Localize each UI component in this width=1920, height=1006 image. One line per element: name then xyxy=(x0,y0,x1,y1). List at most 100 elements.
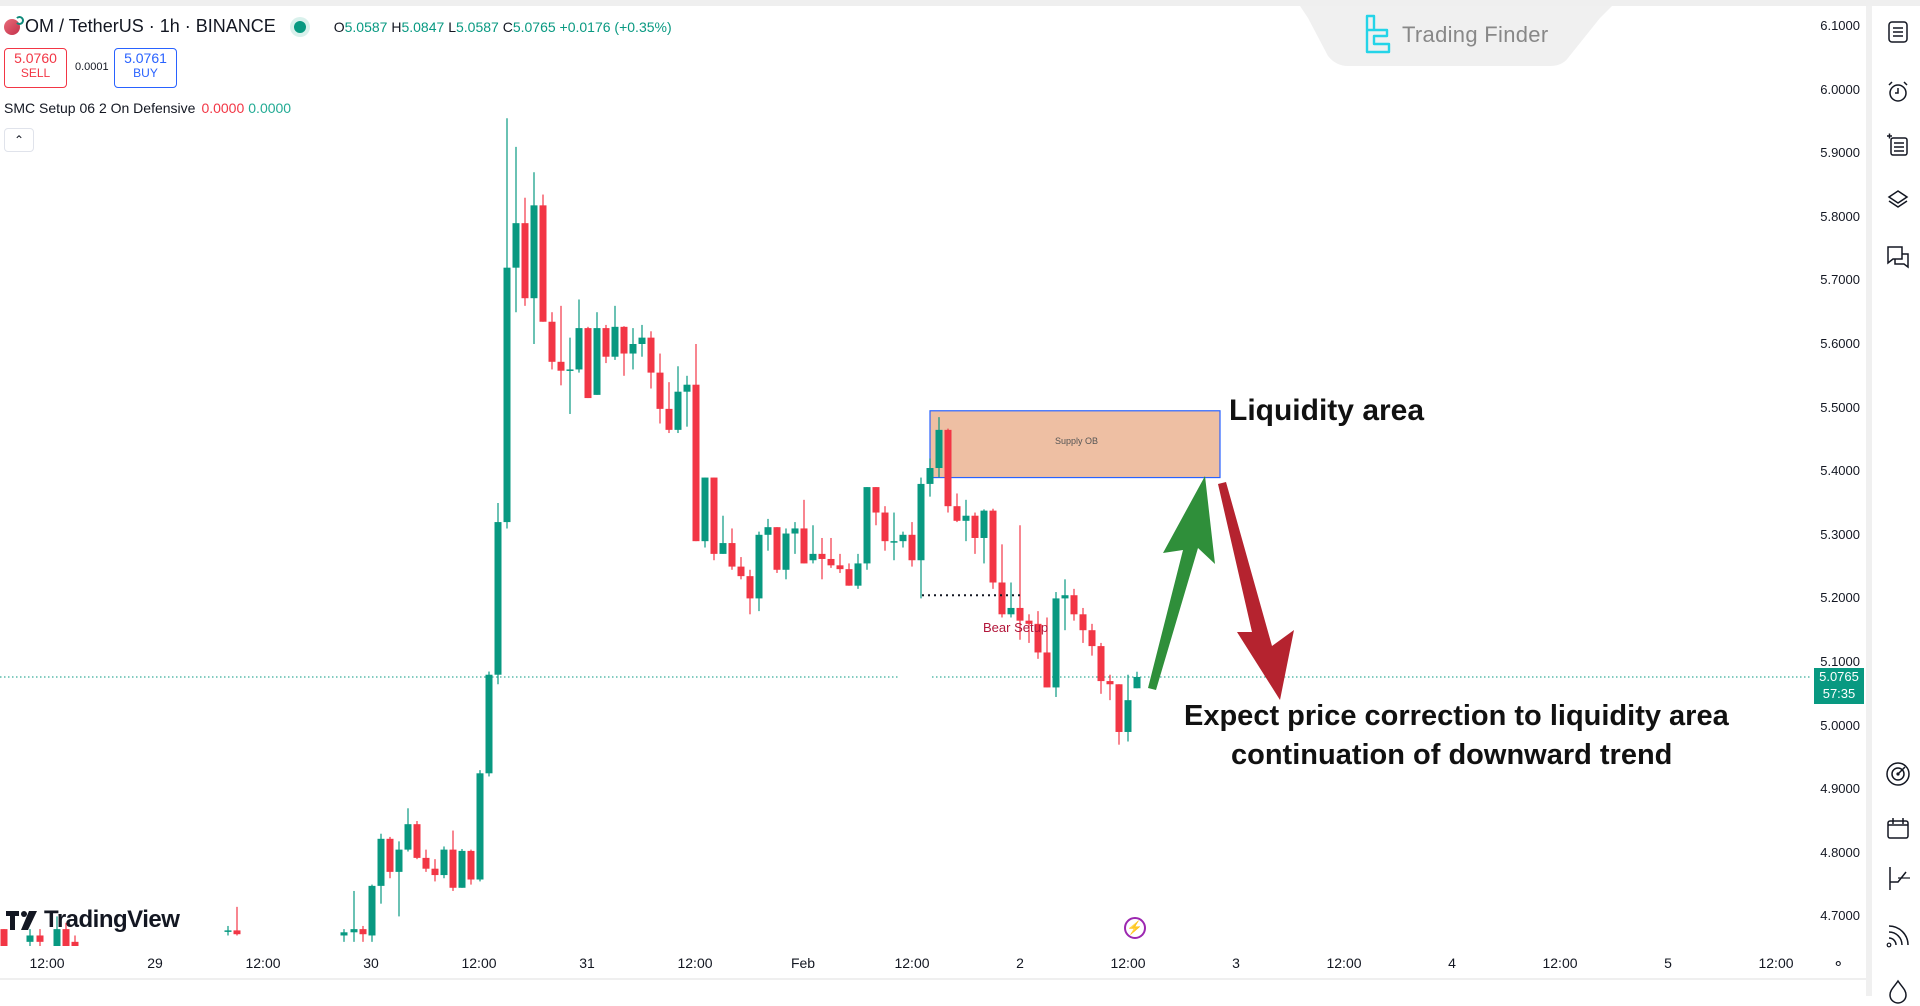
close-value: 5.0765 xyxy=(512,18,556,35)
price-tick-label: 6.0000 xyxy=(1820,81,1860,97)
candle-body xyxy=(908,534,916,561)
high-key: H xyxy=(391,18,402,35)
signal-stream-icon[interactable] xyxy=(1884,922,1912,950)
window-top-border xyxy=(0,0,1920,6)
high-value: 5.0847 xyxy=(401,18,445,35)
indicator-legend[interactable]: SMC Setup 06 2 On Defensive 0.0000 0.0000 xyxy=(4,100,291,116)
time-axis[interactable] xyxy=(0,946,1866,978)
watchlist-icon[interactable] xyxy=(1884,18,1912,46)
price-tick-label: 5.2000 xyxy=(1820,590,1860,606)
indicator-name: SMC Setup 06 2 On Defensive xyxy=(4,100,196,116)
om-coin-icon xyxy=(4,15,24,35)
candle-body xyxy=(755,534,763,599)
candle-body xyxy=(548,321,556,362)
candlestick-chart[interactable] xyxy=(0,6,1812,946)
bottom-panel xyxy=(0,978,1866,998)
time-tick-label: 3 xyxy=(1232,955,1240,971)
candle-body xyxy=(1025,620,1033,624)
candle-body xyxy=(1097,646,1105,682)
right-toolbar xyxy=(1872,6,1920,996)
supply-ob-zone[interactable] xyxy=(929,410,1221,479)
time-tick-label: 12:00 xyxy=(1326,955,1362,971)
candle-body xyxy=(998,582,1006,615)
candle-body xyxy=(62,929,70,946)
candle-body xyxy=(638,337,646,344)
candle-body xyxy=(458,850,466,888)
price-tick-label: 5.7000 xyxy=(1820,272,1860,288)
candle-body xyxy=(656,372,664,409)
candle-body xyxy=(494,522,502,675)
ohlc-values: O5.0587 H5.0847 L5.0587 C5.0765 +0.0176 … xyxy=(334,19,672,35)
candle-body xyxy=(395,849,403,872)
lightning-event-icon[interactable]: ⚡ xyxy=(1124,917,1146,939)
add-list-icon[interactable] xyxy=(1884,130,1912,158)
time-tick-label: 2 xyxy=(1016,955,1024,971)
last-price-badge: 5.0765 57:35 xyxy=(1814,668,1864,704)
candle-body xyxy=(899,534,907,542)
candle-body xyxy=(503,267,511,523)
candle-body xyxy=(593,328,601,395)
liquidity-area-text: Liquidity area xyxy=(1229,394,1425,427)
target-icon[interactable] xyxy=(1884,760,1912,788)
tradingview-logo-icon xyxy=(6,911,37,930)
sell-price: 5.0760 xyxy=(14,50,57,66)
candle-body xyxy=(935,429,943,469)
candle-body xyxy=(485,674,493,774)
candle-body xyxy=(584,328,592,399)
candle-body xyxy=(746,576,754,599)
time-tick-label: 12:00 xyxy=(1758,955,1794,971)
price-tick-label: 4.9000 xyxy=(1820,781,1860,797)
symbol-legend: OM / TetherUS · 1h · BINANCE O5.0587 H5.… xyxy=(4,15,672,37)
open-key: O xyxy=(333,18,345,35)
chart-settings-icon[interactable]: ⚬ xyxy=(1832,956,1845,973)
candle-body xyxy=(1043,652,1051,688)
sell-button[interactable]: 5.0760 SELL xyxy=(4,48,67,88)
time-tick-label: 4 xyxy=(1448,955,1456,971)
candle-body xyxy=(845,569,853,586)
candle-body xyxy=(944,429,952,507)
candle-body xyxy=(377,838,385,886)
alarm-clock-icon[interactable] xyxy=(1884,78,1912,106)
tradingview-logo[interactable]: TradingView xyxy=(6,906,180,934)
flame-icon[interactable] xyxy=(1884,978,1912,1006)
candle-body xyxy=(1034,623,1042,653)
candle-body xyxy=(701,477,709,542)
chart-pane[interactable] xyxy=(0,6,1812,946)
candle-body xyxy=(989,510,997,583)
price-tick-label: 5.1000 xyxy=(1820,654,1860,669)
candle-body xyxy=(422,857,430,869)
candle-body xyxy=(836,565,844,570)
candle-body xyxy=(512,223,520,268)
time-tick-label: 12:00 xyxy=(677,955,713,971)
chevron-up-icon: ⌃ xyxy=(13,133,25,147)
time-tick-label: 31 xyxy=(579,955,595,971)
calendar-icon[interactable] xyxy=(1884,814,1912,842)
time-tick-label: Feb xyxy=(790,955,816,971)
buy-button[interactable]: 5.0761 BUY xyxy=(114,48,177,88)
layers-icon[interactable] xyxy=(1884,186,1912,214)
candle-body xyxy=(773,527,781,570)
candle-body xyxy=(1007,607,1015,615)
price-tick-label: 5.9000 xyxy=(1820,145,1860,161)
candle-body xyxy=(1124,700,1132,732)
candle-body xyxy=(575,328,583,370)
chat-icon[interactable] xyxy=(1884,243,1912,271)
candle-body xyxy=(665,408,673,430)
candle-body xyxy=(566,369,574,371)
market-status-dot[interactable] xyxy=(293,20,306,33)
options-strategy-icon[interactable] xyxy=(1884,864,1912,892)
candle-body xyxy=(0,929,8,946)
candle-body xyxy=(1088,630,1096,647)
candle-body xyxy=(917,483,925,561)
collapse-legend-button[interactable]: ⌃ xyxy=(4,128,34,152)
candle-body xyxy=(800,528,808,564)
candle-body xyxy=(224,930,232,932)
candle-body xyxy=(404,824,412,850)
price-tick-label: 5.0000 xyxy=(1820,717,1860,733)
candle-body xyxy=(368,885,376,936)
candle-body xyxy=(413,824,421,858)
low-key: L xyxy=(448,18,456,35)
price-axis[interactable]: 6.1000 6.0000 5.9000 5.8000 5.7000 5.6000 5.50… xyxy=(1812,6,1866,946)
candle-body xyxy=(1052,598,1060,688)
symbol-title[interactable]: OM / TetherUS · 1h · BINANCE xyxy=(25,16,276,36)
